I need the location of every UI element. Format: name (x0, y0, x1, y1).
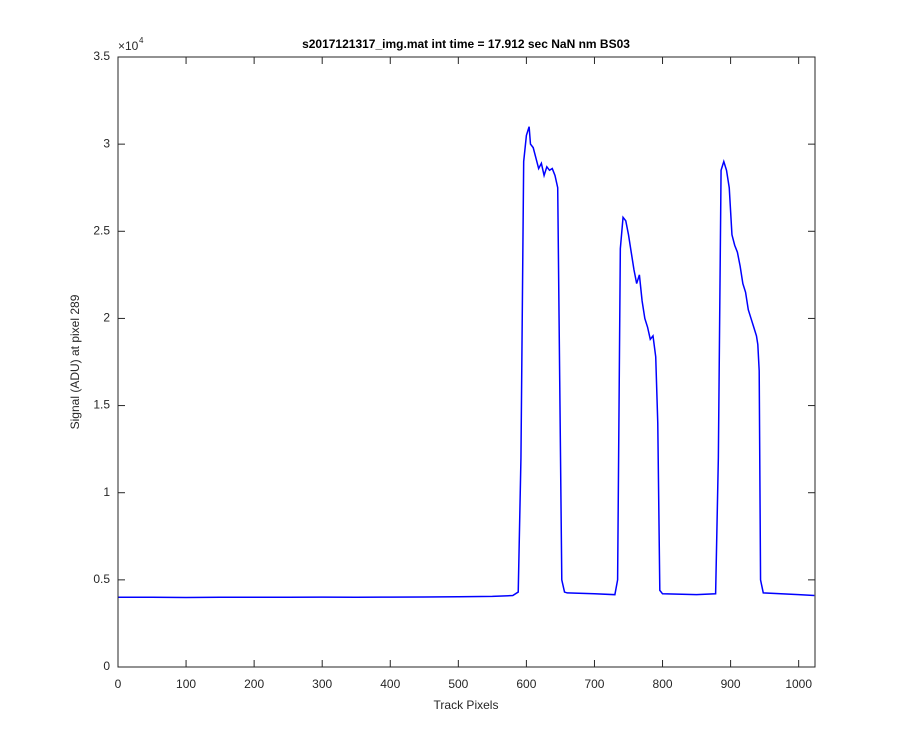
x-tick-label: 600 (516, 677, 536, 691)
y-tick-label: 1 (103, 485, 110, 499)
y-exponent-base: ×10 (118, 39, 139, 53)
x-tick-label: 200 (244, 677, 264, 691)
x-tick-label: 500 (448, 677, 468, 691)
x-tick-label: 100 (176, 677, 196, 691)
y-tick-label: 0 (103, 659, 110, 673)
axes-box (117, 56, 816, 668)
x-tick-label: 700 (584, 677, 604, 691)
y-tick-label: 2.5 (93, 223, 110, 237)
x-tick-label: 300 (312, 677, 332, 691)
plot-area (118, 57, 815, 667)
x-tick-label: 1000 (785, 677, 812, 691)
x-tick-label: 900 (721, 677, 741, 691)
chart-title: s2017121317_img.mat int time = 17.912 se… (302, 37, 630, 51)
y-tick-label: 0.5 (93, 572, 110, 586)
x-axis-label: Track Pixels (434, 698, 499, 712)
y-tick-label: 3.5 (93, 49, 110, 63)
y-exponent: 4 (139, 36, 144, 45)
y-tick-label: 2 (103, 311, 110, 325)
y-tick-label: 3 (103, 136, 110, 150)
y-axis-label: Signal (ADU) at pixel 289 (68, 294, 82, 429)
x-tick-label: 0 (115, 677, 122, 691)
y-tick-label: 1.5 (93, 398, 110, 412)
signal-line (118, 126, 815, 599)
x-tick-label: 800 (653, 677, 673, 691)
x-tick-label: 400 (380, 677, 400, 691)
